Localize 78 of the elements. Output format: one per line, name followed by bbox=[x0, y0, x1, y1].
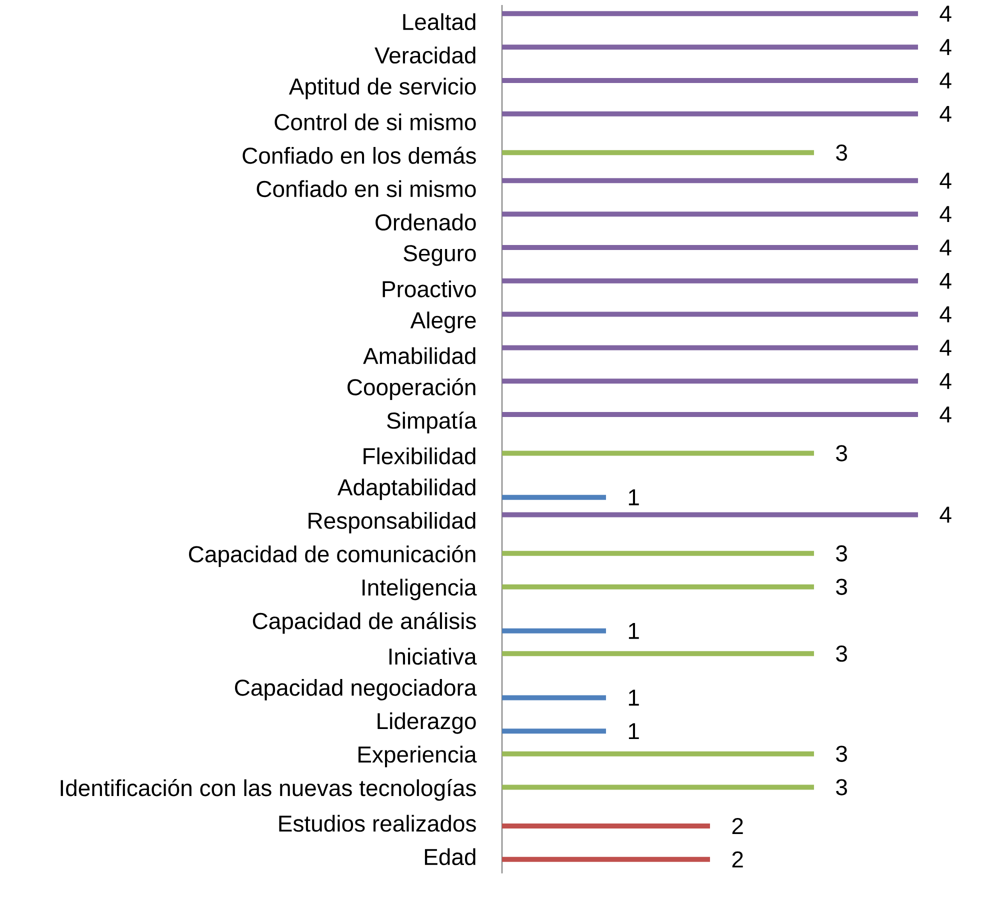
bar bbox=[502, 412, 918, 417]
bar bbox=[502, 728, 606, 734]
y-tick-label: Control de si mismo bbox=[274, 113, 476, 130]
data-label: 3 bbox=[836, 746, 847, 762]
y-tick-label: Simpatía bbox=[387, 412, 477, 434]
data-label: 4 bbox=[940, 172, 952, 189]
y-tick-label: Capacidad de comunicación bbox=[189, 545, 476, 567]
bar bbox=[502, 856, 710, 862]
bar bbox=[502, 628, 606, 634]
y-tick-label: Experiencia bbox=[358, 746, 477, 768]
data-label: 4 bbox=[940, 406, 952, 422]
data-label: 1 bbox=[628, 690, 639, 706]
bar bbox=[502, 651, 814, 656]
bar bbox=[502, 823, 710, 828]
bar bbox=[502, 378, 918, 384]
bar bbox=[502, 111, 918, 116]
bar bbox=[502, 784, 814, 790]
bar bbox=[502, 584, 814, 590]
y-tick-label: Estudios realizados bbox=[279, 814, 476, 832]
y-tick-label: Aptitud de servicio bbox=[288, 78, 476, 100]
y-tick-label: Capacidad negociadora bbox=[235, 678, 477, 700]
data-label: 4 bbox=[940, 106, 952, 122]
data-label: 4 bbox=[940, 72, 952, 88]
data-label: 3 bbox=[836, 578, 847, 595]
y-tick-label: Ordenado bbox=[376, 214, 476, 231]
bar bbox=[502, 11, 918, 16]
y-tick-label: Capacidad de análisis bbox=[252, 612, 476, 634]
bar bbox=[502, 512, 918, 518]
y-tick-label: Proactivo bbox=[382, 280, 476, 298]
data-label: 3 bbox=[836, 645, 847, 662]
bar bbox=[502, 751, 814, 756]
data-label: 4 bbox=[940, 373, 952, 389]
bar bbox=[502, 150, 814, 156]
data-label: 2 bbox=[732, 851, 743, 868]
bar bbox=[502, 278, 918, 284]
y-tick-label: Amabilidad bbox=[363, 347, 476, 364]
bar bbox=[502, 78, 918, 83]
y-tick-label: Confiado en si mismo bbox=[256, 180, 476, 198]
y-tick-label: Confiado en los demás bbox=[242, 146, 476, 164]
data-label: 3 bbox=[836, 445, 847, 462]
data-label: 4 bbox=[940, 6, 952, 22]
bar bbox=[502, 695, 606, 700]
y-tick-label: Lealtad bbox=[403, 13, 476, 30]
bar bbox=[502, 345, 918, 350]
data-label: 3 bbox=[836, 545, 847, 562]
data-label: 1 bbox=[628, 623, 639, 639]
data-label: 4 bbox=[940, 340, 952, 356]
bar bbox=[502, 212, 918, 217]
bar bbox=[502, 450, 814, 456]
y-tick-label: Inteligencia bbox=[362, 578, 477, 600]
data-label: 4 bbox=[940, 39, 952, 55]
bar bbox=[502, 178, 918, 184]
y-tick-label: Edad bbox=[424, 848, 476, 866]
data-label: 1 bbox=[628, 489, 639, 506]
y-tick-label: Veracidad bbox=[374, 46, 476, 64]
data-label: 4 bbox=[940, 240, 952, 256]
bar bbox=[502, 312, 918, 317]
data-label: 3 bbox=[836, 144, 847, 161]
y-tick-label: Flexibilidad bbox=[364, 447, 476, 464]
data-label: 1 bbox=[628, 723, 639, 740]
y-tick-label: Cooperación bbox=[348, 378, 476, 400]
data-label: 4 bbox=[940, 206, 952, 222]
data-label: 4 bbox=[940, 506, 952, 523]
y-tick-label: Responsabilidad bbox=[308, 512, 476, 534]
y-tick-label: Iniciativa bbox=[389, 648, 477, 665]
y-tick-label: Liderazgo bbox=[378, 712, 476, 734]
y-tick-label: Alegre bbox=[410, 312, 476, 334]
bar bbox=[502, 550, 814, 556]
y-tick-label: Identificación con las nuevas tecnologías bbox=[60, 779, 476, 801]
bar bbox=[502, 244, 918, 250]
bar bbox=[502, 494, 606, 500]
y-tick-label: Seguro bbox=[404, 245, 476, 266]
bar bbox=[502, 44, 918, 50]
data-label: 4 bbox=[940, 306, 952, 322]
data-label: 3 bbox=[836, 779, 847, 796]
y-tick-label: Adaptabilidad bbox=[337, 478, 476, 500]
data-label: 4 bbox=[940, 272, 952, 289]
data-label: 2 bbox=[732, 818, 743, 834]
